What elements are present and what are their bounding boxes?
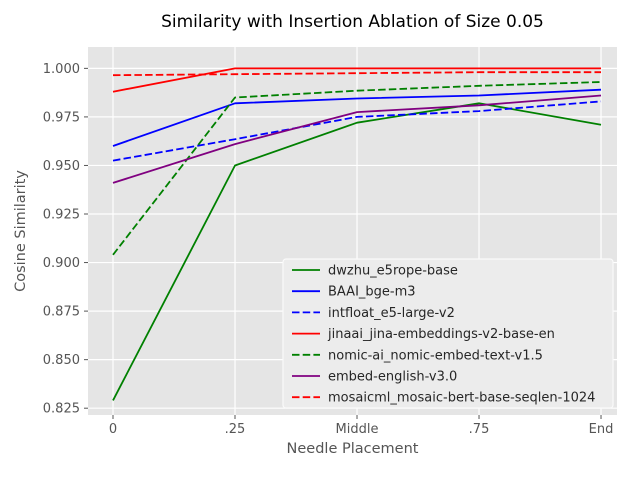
legend-item: mosaicml_mosaic-bert-base-seqlen-1024 — [292, 391, 595, 406]
legend-label: intfloat_e5-large-v2 — [328, 306, 455, 321]
x-tick-label: Middle — [336, 422, 379, 437]
x-tick-label: End — [589, 422, 614, 437]
y-tick-label: 0.850 — [43, 353, 80, 368]
legend-item: jinaai_jina-embeddings-v2-base-en — [292, 327, 555, 342]
series-line — [112, 81, 602, 256]
legend-label: nomic-ai_nomic-embed-text-v1.5 — [328, 348, 543, 363]
legend-item: BAAI_bge-m3 — [292, 285, 416, 300]
series-line — [112, 71, 601, 77]
series-line — [112, 67, 601, 93]
legend-item: nomic-ai_nomic-embed-text-v1.5 — [292, 348, 543, 363]
y-tick-label: 0.925 — [43, 208, 80, 223]
legend-label: mosaicml_mosaic-bert-base-seqlen-1024 — [328, 391, 595, 406]
chart-title: Similarity with Insertion Ablation of Si… — [161, 12, 544, 32]
legend-item: embed-english-v3.0 — [292, 370, 457, 385]
y-tick-label: 0.900 — [43, 256, 80, 271]
legend-label: BAAI_bge-m3 — [328, 285, 416, 300]
x-axis-label: Needle Placement — [286, 441, 419, 457]
legend-box — [282, 258, 614, 409]
legend-label: jinaai_jina-embeddings-v2-base-en — [327, 327, 555, 342]
legend-label: dwzhu_e5rope-base — [328, 264, 458, 279]
legend-label: embed-english-v3.0 — [328, 370, 457, 385]
series-line — [112, 94, 602, 184]
y-tick-label: 1.000 — [43, 62, 80, 77]
legend-item: dwzhu_e5rope-base — [292, 264, 458, 279]
legend: dwzhu_e5rope-base BAAI_bge-m3 intfloat_e5-… — [282, 258, 614, 409]
series-line — [112, 102, 602, 401]
series-line — [112, 88, 602, 147]
x-tick-label: 0 — [109, 422, 117, 437]
y-tick-label: 0.875 — [43, 305, 80, 320]
x-tick-label: .25 — [225, 422, 246, 437]
y-tick-label: 0.975 — [43, 110, 80, 125]
legend-item: intfloat_e5-large-v2 — [292, 306, 455, 321]
y-tick-label: 0.950 — [43, 159, 80, 174]
y-tick-label: 0.825 — [43, 402, 80, 417]
series-line — [112, 100, 602, 162]
x-tick-label: .75 — [469, 422, 490, 437]
